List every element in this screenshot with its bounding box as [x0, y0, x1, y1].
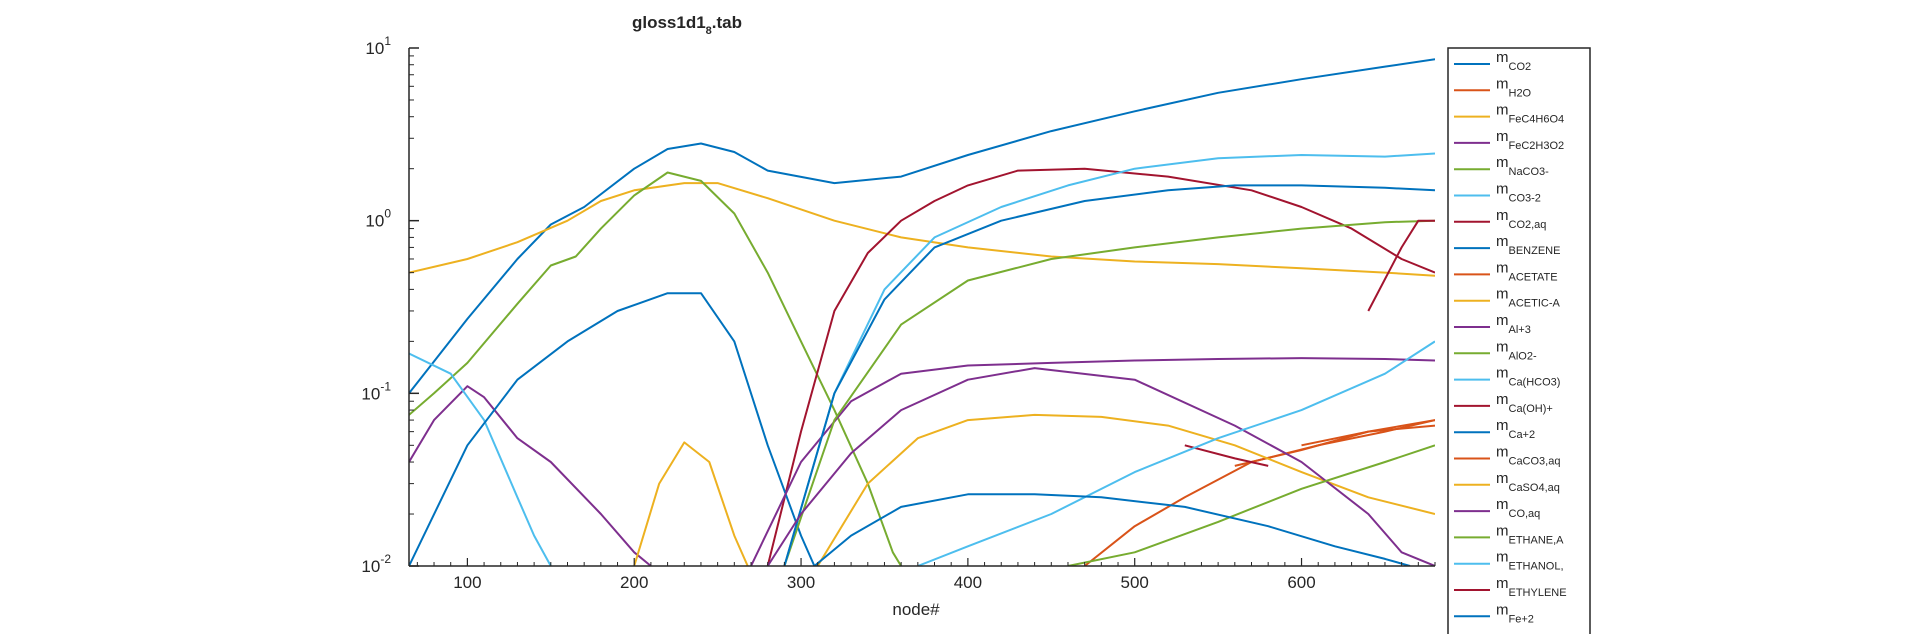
legend-entry: mCO,aq [1496, 496, 1540, 520]
y-tick-label: 100 [365, 207, 391, 231]
legend-entry: mCO2,aq [1496, 207, 1546, 231]
legend-entry: mAl+3 [1496, 312, 1531, 336]
x-tick-label: 600 [1287, 573, 1315, 592]
series-line-3 [409, 182, 1435, 277]
series-line-21 [1367, 219, 1435, 312]
legend-entry: mNaCO3- [1496, 154, 1549, 178]
series-line-20 [917, 340, 1435, 566]
series-line-6 [409, 352, 552, 566]
series-line-10 [633, 441, 749, 566]
chart-title-subscript: 8 [706, 25, 712, 37]
series-line-13 [783, 152, 1435, 566]
legend-entry: mCa(HCO3) [1496, 365, 1560, 389]
x-tick-label: 100 [453, 573, 481, 592]
legend: mCO2mH2OmFeC4H6O4mFeC2H3O2mNaCO3-mCO3-2m… [1447, 47, 1591, 634]
legend-entry: mACETATE [1496, 259, 1558, 283]
series-line-16 [1301, 424, 1435, 447]
x-tick-label: 200 [620, 573, 648, 592]
series-line-19 [1067, 444, 1435, 566]
legend-entry: mCaSO4,aq [1496, 470, 1560, 494]
legend-entry: mCa(OH)+ [1496, 391, 1553, 415]
plot-area [409, 58, 1435, 566]
x-tick-label: 300 [787, 573, 815, 592]
series-line-1 [409, 58, 1435, 394]
legend-entry: mETHANOL, [1496, 549, 1564, 573]
legend-entry: mH2O [1496, 75, 1532, 99]
x-axis-label: node# [892, 600, 940, 619]
legend-entry: mCO2 [1496, 49, 1531, 73]
x-tick-label: 400 [954, 573, 982, 592]
y-tick-label: 10-2 [361, 552, 391, 576]
legend-entry: mCaCO3,aq [1496, 444, 1560, 468]
series-line-8 [409, 292, 816, 566]
legend-entry: mFeC2H3O2 [1496, 128, 1564, 152]
series-line-7 [766, 167, 1435, 566]
chart-title: gloss1d18.tab [632, 13, 742, 37]
legend-entry: mETHANE,A [1496, 522, 1564, 546]
series-line-22 [813, 493, 1411, 566]
series-line-18 [766, 367, 1435, 566]
legend-entry: mFeC4H6O4 [1496, 102, 1564, 126]
legend-entry: mBENZENE [1496, 233, 1560, 257]
legend-entry: mCO3-2 [1496, 181, 1541, 205]
axes: 100 200 300 400 500 600 10-2 10-1 100 101 [361, 34, 1436, 592]
y-tick-label: 10-1 [361, 379, 391, 403]
series-line-15 [783, 184, 1435, 566]
x-tick-label: 500 [1121, 573, 1149, 592]
series-line-4 [409, 385, 652, 566]
legend-entry: mAlO2- [1496, 338, 1537, 362]
series-line-5 [409, 171, 902, 566]
series-line-14 [1184, 444, 1269, 467]
legend-entry: mETHYLENE [1496, 575, 1567, 599]
legend-entry: mCa+2 [1496, 417, 1535, 441]
legend-entry: mFe+2 [1496, 601, 1534, 625]
legend-box [1447, 47, 1591, 634]
y-tick-label: 101 [365, 34, 391, 58]
series-line-12 [783, 219, 1435, 566]
legend-entry: mACETIC-A [1496, 286, 1561, 310]
